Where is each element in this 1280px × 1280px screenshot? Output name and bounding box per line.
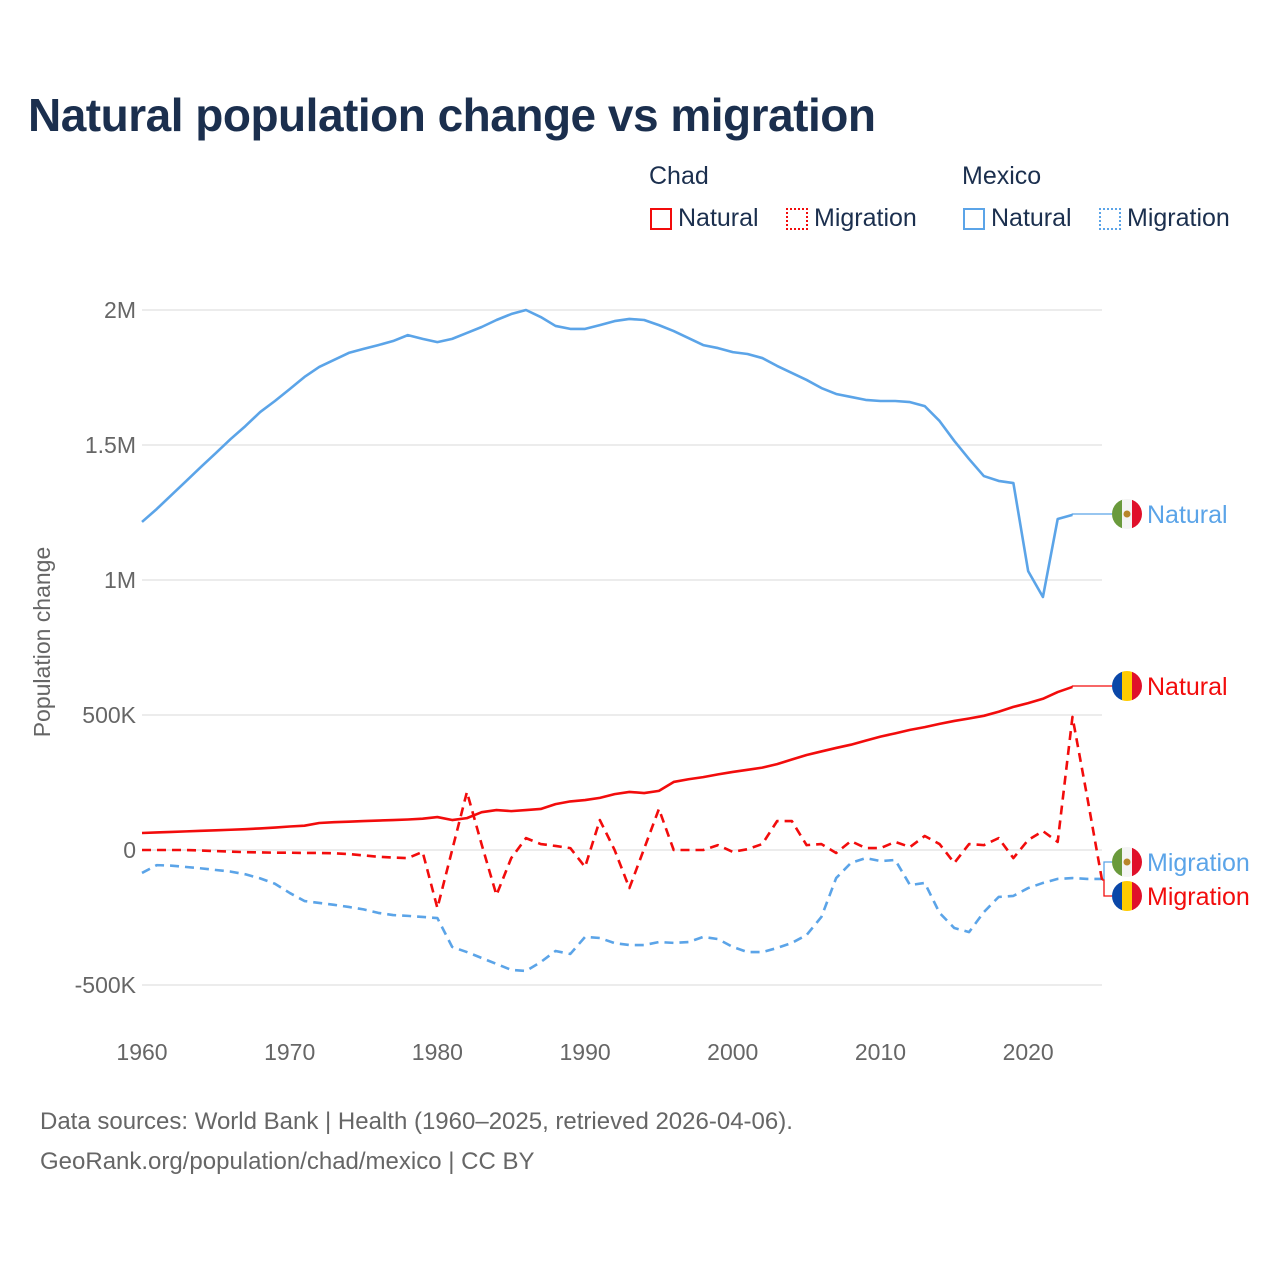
mexico-flag-icon — [1112, 499, 1142, 529]
y-tick-label: -500K — [75, 972, 137, 998]
flag-stripe — [1112, 499, 1123, 529]
legend-label: Migration — [814, 204, 917, 232]
series-line-mexico-migration — [141, 856, 1102, 973]
x-tick-label: 1960 — [116, 1039, 167, 1065]
footer-sources: Data sources: World Bank | Health (1960–… — [40, 1108, 793, 1135]
series-line-chad-migration — [142, 715, 1104, 910]
chad-flag-icon — [1112, 671, 1142, 701]
legend-swatch-dotted-blue — [1099, 207, 1121, 230]
y-tick-label: 2M — [104, 297, 136, 323]
legend-swatch-solid-red — [650, 207, 672, 230]
legend-label: Natural — [678, 204, 759, 232]
legend-chad-natural[interactable]: Natural — [650, 204, 759, 233]
x-tick-label: 1990 — [559, 1039, 610, 1065]
flag-stripe — [1112, 881, 1123, 911]
x-tick-label: 2000 — [707, 1039, 758, 1065]
x-tick-label: 2010 — [855, 1039, 906, 1065]
series-line-mexico-natural — [141, 308, 1073, 599]
y-tick-label: 0 — [123, 837, 136, 863]
flag-emblem — [1123, 858, 1131, 866]
flag-stripe — [1132, 881, 1142, 911]
end-label-mexico-migration: Migration — [1147, 849, 1250, 877]
x-tick-label: 1970 — [264, 1039, 315, 1065]
y-tick-label: 1M — [104, 567, 136, 593]
chad-flag-icon — [1112, 881, 1142, 911]
flag-stripe — [1112, 847, 1123, 877]
legend-group-mexico: Mexico — [962, 162, 1042, 190]
legend-mexico-natural[interactable]: Natural — [963, 204, 1072, 233]
y-tick-label: 1.5M — [85, 432, 136, 458]
flag-stripe — [1132, 499, 1142, 529]
y-axis-label: Population change — [29, 547, 55, 738]
x-tick-label: 1980 — [412, 1039, 463, 1065]
flag-stripe — [1112, 671, 1123, 701]
legend-label: Migration — [1127, 204, 1230, 232]
label-connector — [1071, 685, 1112, 687]
label-connector — [1102, 879, 1112, 897]
x-tick-label: 2020 — [1003, 1039, 1054, 1065]
legend-swatch-solid-blue — [963, 207, 985, 230]
legend-swatch-dotted-red — [786, 207, 808, 230]
series-line-chad-natural — [141, 685, 1073, 835]
flag-stripe — [1122, 881, 1133, 911]
chart-title: Natural population change vs migration — [28, 89, 876, 141]
legend-label: Natural — [991, 204, 1072, 232]
flag-stripe — [1132, 847, 1142, 877]
end-label-chad-natural: Natural — [1147, 673, 1228, 701]
y-tick-label: 500K — [82, 702, 136, 728]
flag-stripe — [1132, 671, 1142, 701]
label-connector — [1102, 861, 1112, 880]
footer-link[interactable]: GeoRank.org/population/chad/mexico | CC … — [40, 1148, 535, 1175]
legend-chad-migration[interactable]: Migration — [786, 204, 917, 233]
legend-mexico-migration[interactable]: Migration — [1099, 204, 1230, 233]
end-label-mexico-natural: Natural — [1147, 501, 1228, 529]
flag-stripe — [1122, 671, 1133, 701]
label-connector — [1071, 513, 1112, 515]
flag-emblem — [1123, 510, 1131, 518]
legend-group-chad: Chad — [649, 162, 709, 190]
mexico-flag-icon — [1112, 847, 1142, 877]
end-label-chad-migration: Migration — [1147, 883, 1250, 911]
